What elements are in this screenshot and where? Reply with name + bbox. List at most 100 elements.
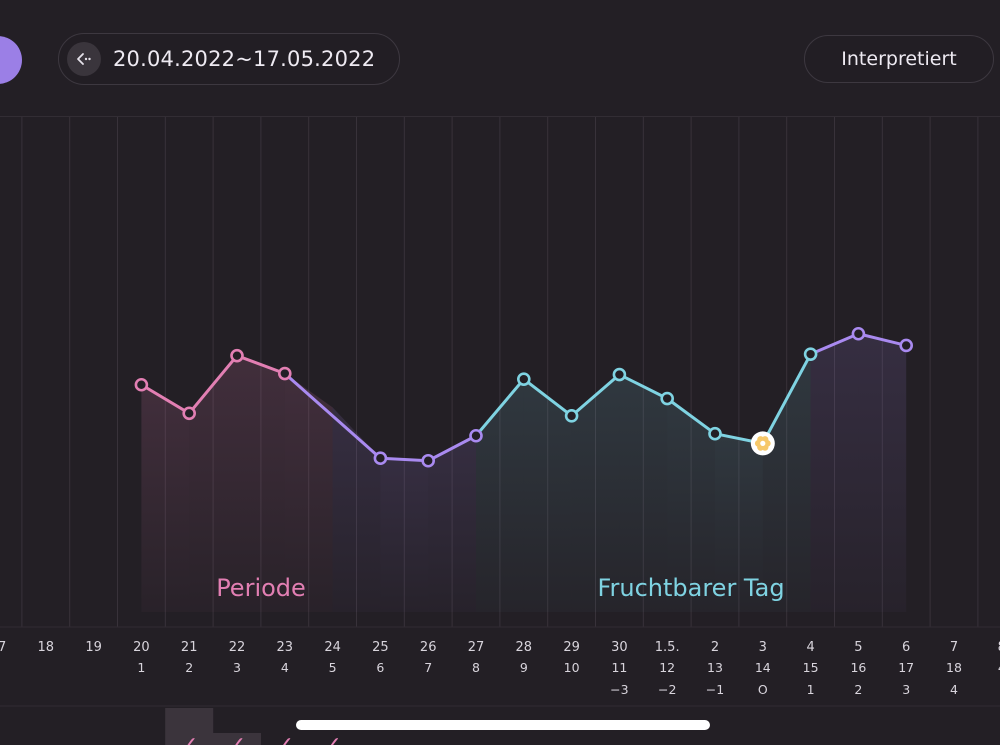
cycle-day-label: 8: [472, 660, 480, 675]
home-indicator[interactable]: [296, 720, 710, 730]
phase-area: [619, 374, 668, 612]
cycle-day-label: 13: [707, 660, 723, 675]
check-icon: ✓: [276, 733, 294, 745]
phase-area: [189, 355, 237, 612]
series-line-segment: [378, 456, 430, 463]
x-tick-label: 28: [516, 640, 533, 655]
series-line-segment: [617, 373, 669, 401]
x-tick-label: 17: [0, 640, 6, 655]
phase-area: [476, 379, 524, 612]
series-line-segment: [570, 373, 621, 418]
data-point[interactable]: [182, 406, 196, 421]
phase-area: [810, 333, 859, 612]
phase-area: [762, 354, 811, 612]
cycle-day-label: 2: [185, 660, 193, 675]
phase-area: [715, 433, 763, 612]
series-line-segment: [809, 332, 860, 356]
series-line-segment: [856, 332, 908, 347]
phase-area: [858, 333, 907, 612]
x-tick-label: 6: [902, 640, 910, 655]
ovulation-flower-icon[interactable]: [750, 431, 775, 456]
data-point[interactable]: [230, 348, 244, 363]
x-tick-label: 4: [806, 640, 814, 655]
data-point[interactable]: [899, 338, 914, 353]
data-point[interactable]: [134, 377, 149, 392]
data-points[interactable]: [134, 326, 914, 468]
series-line-segment: [235, 354, 287, 376]
x-tick-label: 24: [324, 640, 341, 655]
data-point[interactable]: [564, 409, 579, 423]
cycle-day-label: 16: [850, 660, 866, 675]
tracking-cell-highlight[interactable]: [213, 733, 261, 745]
series-line-segment: [522, 377, 574, 418]
ovulation-offset-label: −3: [610, 682, 628, 697]
check-icon: ✓: [228, 733, 246, 745]
date-range-text: 20.04.2022~17.05.2022: [113, 47, 376, 71]
x-tick-label: 8: [998, 640, 1000, 655]
phase-area: [141, 384, 190, 612]
phase-area: [237, 355, 285, 612]
x-tick-label: 18: [38, 640, 55, 655]
cycle-day-label: 11: [611, 660, 627, 675]
phase-area: [523, 379, 572, 612]
series-line-segment: [761, 352, 813, 445]
data-point[interactable]: [612, 367, 627, 382]
series-line-segment: [665, 397, 717, 436]
cycle-day-label: 4: [281, 660, 289, 675]
tracking-row[interactable]: ✓ ✓ ✓ ✓: [165, 708, 342, 745]
cycle-day-label: 9: [520, 660, 528, 675]
header-divider: [0, 116, 1000, 117]
series-line-segment: [426, 434, 478, 463]
series-line-segment: [283, 372, 382, 460]
cycle-day-label: 12: [659, 660, 675, 675]
flower-center: [760, 440, 766, 446]
phase-area: [667, 398, 715, 612]
series-line-segment: [139, 383, 191, 415]
data-point[interactable]: [708, 426, 722, 441]
ovulation-offset-label: 1: [807, 682, 815, 697]
data-point[interactable]: [421, 453, 436, 468]
x-tick-label: 7: [950, 640, 958, 655]
fertile-phase-label: Fruchtbarer Tag: [597, 574, 784, 602]
left-tab-button[interactable]: [0, 36, 22, 84]
data-point[interactable]: [373, 451, 388, 465]
series-line-segment: [474, 377, 526, 438]
phase-area: [332, 407, 381, 612]
period-phase-label: Periode: [216, 574, 306, 602]
back-arrow-icon[interactable]: [67, 42, 101, 76]
interpret-button[interactable]: Interpretiert: [804, 35, 994, 83]
data-point[interactable]: [277, 366, 292, 381]
ovulation-offset-label: 2: [854, 682, 862, 697]
check-icon: ✓: [323, 733, 341, 745]
ovulation-offset-label: −2: [658, 682, 676, 697]
cycle-day-label: 18: [946, 660, 962, 675]
data-point[interactable]: [660, 391, 675, 406]
data-point[interactable]: [851, 326, 866, 341]
data-point[interactable]: [516, 372, 531, 386]
phase-areas: [141, 333, 907, 612]
x-tick-label: 3: [759, 640, 767, 655]
cycle-day-label: 4: [998, 660, 1000, 675]
x-tick-label: 29: [563, 640, 580, 655]
data-point[interactable]: [803, 347, 818, 361]
x-tick-label: 5: [854, 640, 862, 655]
series-line-segment: [187, 354, 239, 415]
date-range-selector[interactable]: 20.04.2022~17.05.2022: [58, 33, 400, 85]
cycle-day-label: 10: [564, 660, 580, 675]
phase-area: [428, 435, 476, 612]
check-icon: ✓: [180, 733, 198, 745]
cycle-day-label: 5: [329, 660, 337, 675]
phase-area: [380, 458, 429, 612]
x-tick-label: 26: [420, 640, 437, 655]
cycle-day-label: 7: [424, 660, 432, 675]
ovulation-offset-label: 4: [950, 682, 958, 697]
x-tick-label: 20: [133, 640, 150, 655]
data-point[interactable]: [469, 428, 483, 443]
cycle-day-label: 14: [755, 660, 771, 675]
x-tick-label: 23: [277, 640, 294, 655]
x-tick-label: 27: [468, 640, 485, 655]
x-tick-label: 19: [85, 640, 102, 655]
tracking-cell-highlight[interactable]: [165, 708, 214, 745]
